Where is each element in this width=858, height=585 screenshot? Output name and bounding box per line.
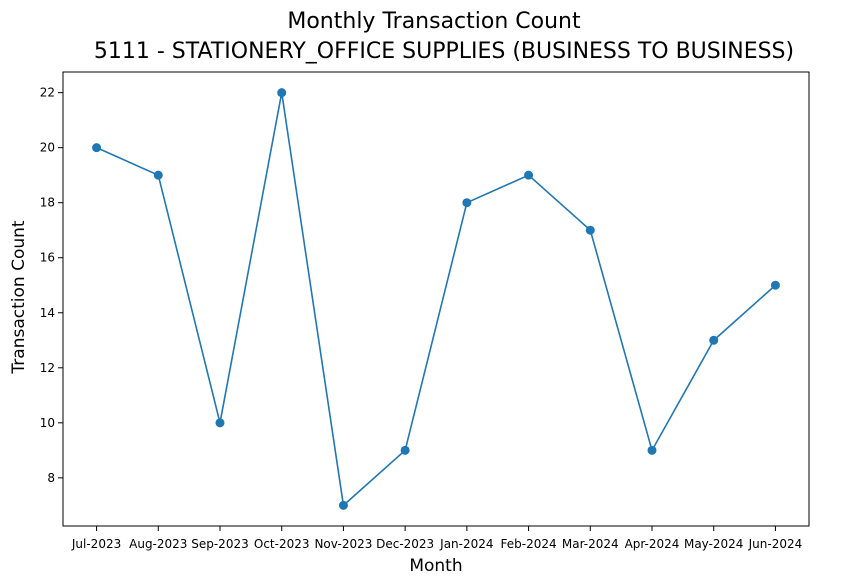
x-tick-label: Dec-2023	[376, 537, 434, 551]
chart-title: Monthly Transaction Count	[287, 9, 581, 34]
data-point	[215, 418, 225, 428]
x-axis: Jul-2023 Aug-2023 Sep-2023 Oct-2023 Nov-2023…	[71, 526, 802, 551]
y-tick-label: 16	[40, 251, 55, 265]
data-point	[92, 143, 102, 153]
x-tick-label: Apr-2024	[625, 537, 680, 551]
x-tick-label: Sep-2023	[191, 537, 249, 551]
x-tick-label: Nov-2023	[314, 537, 372, 551]
y-tick-label: 14	[40, 306, 55, 320]
data-point	[524, 170, 534, 180]
data-point	[277, 88, 287, 98]
x-tick-label: Aug-2023	[129, 537, 187, 551]
chart-subtitle: 5111 - STATIONERY_OFFICE SUPPLIES (BUSIN…	[94, 39, 794, 64]
series-line	[96, 92, 776, 507]
y-axis-label: Transaction Count	[9, 220, 29, 374]
y-tick-label: 22	[40, 86, 55, 100]
x-tick-label: Feb-2024	[501, 537, 557, 551]
data-point	[709, 335, 719, 345]
data-point	[153, 170, 163, 180]
data-point	[400, 445, 410, 455]
x-tick-label: Jan-2024	[439, 537, 493, 551]
y-axis: 8 10 12 14 16 18 20 22	[40, 86, 63, 485]
y-tick-label: 12	[40, 361, 55, 375]
x-axis-label: Month	[409, 556, 462, 576]
y-tick-label: 8	[47, 471, 55, 485]
x-tick-label: Oct-2023	[254, 537, 310, 551]
series-points	[92, 88, 780, 510]
x-tick-label: Jun-2024	[748, 537, 803, 551]
x-tick-label: Mar-2024	[562, 537, 619, 551]
y-tick-label: 20	[40, 141, 55, 155]
x-tick-label: May-2024	[684, 537, 743, 551]
data-point	[647, 445, 657, 455]
y-tick-label: 18	[40, 196, 55, 210]
data-point	[338, 500, 348, 510]
y-tick-label: 10	[40, 416, 55, 430]
data-point	[585, 225, 595, 235]
data-point	[770, 280, 780, 290]
plot-area	[62, 71, 810, 527]
x-tick-label: Jul-2023	[71, 537, 121, 551]
data-point	[462, 198, 472, 208]
